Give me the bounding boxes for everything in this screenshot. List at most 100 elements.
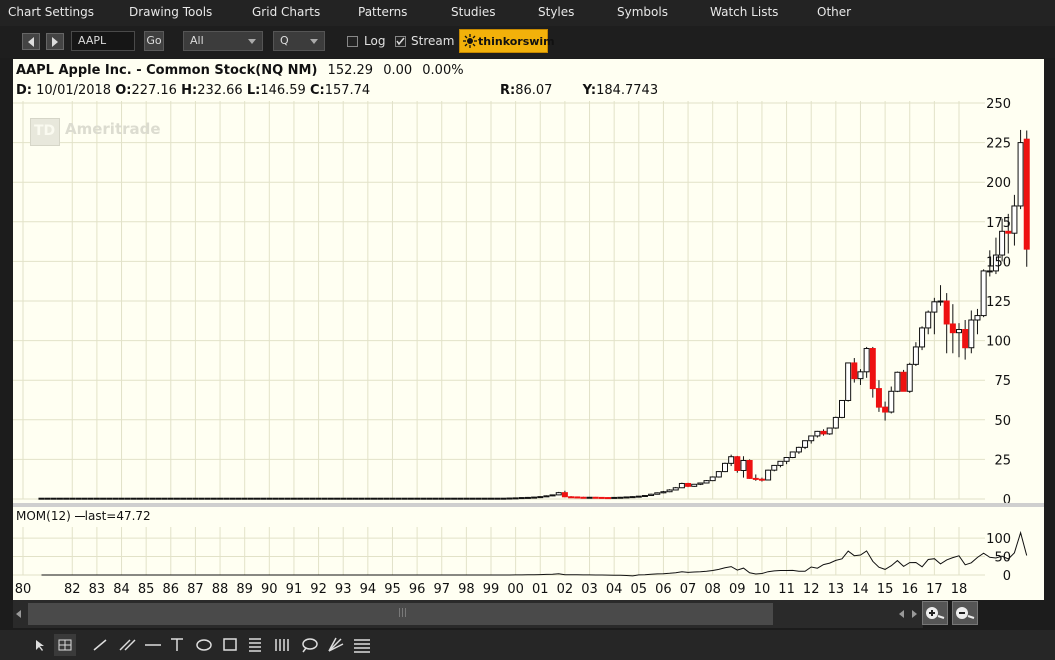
mom-line bbox=[41, 530, 1028, 577]
thinkorswim-logo[interactable]: thinkorswim bbox=[459, 29, 555, 53]
candle bbox=[685, 482, 692, 488]
scroll-thumb[interactable]: ||| bbox=[28, 603, 773, 625]
x-tick-label: 12 bbox=[803, 582, 820, 597]
candle bbox=[303, 497, 310, 500]
candle bbox=[845, 362, 852, 402]
candle bbox=[617, 496, 624, 499]
cursor-tool[interactable] bbox=[30, 634, 50, 656]
x-tick-label: 97 bbox=[433, 582, 450, 597]
forward-button[interactable] bbox=[46, 33, 64, 50]
menu-watch-lists[interactable]: Watch Lists bbox=[710, 5, 779, 19]
symbol-input[interactable]: AAPL bbox=[71, 31, 135, 51]
candle bbox=[217, 497, 224, 500]
crosshair-tool[interactable] bbox=[54, 634, 76, 656]
candle bbox=[586, 496, 593, 499]
y-tick-label: 50 bbox=[994, 414, 1011, 429]
x-tick-label: 85 bbox=[138, 582, 155, 597]
scroll-next-icon[interactable] bbox=[910, 608, 918, 622]
candle bbox=[38, 497, 45, 500]
menu-chart-settings[interactable]: Chart Settings bbox=[8, 5, 95, 19]
candle bbox=[469, 497, 476, 500]
scroll-left-icon[interactable] bbox=[15, 608, 23, 622]
zoom-out-button[interactable] bbox=[952, 601, 978, 625]
candle bbox=[660, 490, 667, 494]
gann-icon[interactable] bbox=[275, 639, 289, 651]
menu-patterns[interactable]: Patterns bbox=[358, 5, 408, 19]
candle bbox=[297, 497, 304, 500]
go-button[interactable]: Go bbox=[144, 31, 164, 51]
text-tool-icon[interactable] bbox=[171, 638, 183, 651]
fibonacci-icon[interactable] bbox=[249, 638, 261, 652]
parallel-lines-icon[interactable] bbox=[119, 639, 136, 651]
ellipse-icon[interactable] bbox=[196, 639, 212, 651]
x-tick-label: 15 bbox=[877, 582, 894, 597]
fan-icon[interactable] bbox=[328, 637, 344, 652]
candle bbox=[192, 497, 199, 500]
rectangle-icon[interactable] bbox=[223, 638, 237, 651]
r-value: 86.07 bbox=[515, 83, 553, 98]
candle bbox=[875, 380, 882, 412]
x-tick-label: 08 bbox=[704, 582, 721, 597]
x-tick-label: 11 bbox=[778, 582, 795, 597]
drawing-tools-strip bbox=[93, 637, 370, 653]
y-label: Y: bbox=[582, 83, 597, 98]
zoom-in-button[interactable] bbox=[922, 601, 948, 625]
candle bbox=[106, 497, 113, 500]
trendline-icon[interactable] bbox=[93, 639, 107, 651]
log-checkbox[interactable] bbox=[347, 36, 358, 47]
price-note-icon[interactable] bbox=[302, 638, 318, 653]
menu-studies[interactable]: Studies bbox=[451, 5, 496, 19]
x-tick-label: 96 bbox=[409, 582, 426, 597]
menu-drawing-tools[interactable]: Drawing Tools bbox=[129, 5, 213, 19]
candle bbox=[75, 497, 82, 500]
tos-sun-icon bbox=[463, 34, 477, 48]
pct-change: 0.00% bbox=[422, 63, 464, 78]
candle bbox=[124, 497, 131, 500]
x-tick-label: 10 bbox=[754, 582, 771, 597]
aggregation-select[interactable]: Q bbox=[273, 31, 325, 51]
close-value: 157.74 bbox=[324, 83, 371, 98]
candle bbox=[543, 495, 550, 498]
menu-grid-charts[interactable]: Grid Charts bbox=[252, 5, 321, 19]
candle bbox=[1017, 129, 1024, 210]
candle bbox=[518, 497, 525, 500]
arrow-left-icon bbox=[28, 37, 34, 47]
menu-other[interactable]: Other bbox=[817, 5, 852, 19]
high-value: 232.66 bbox=[197, 83, 243, 98]
mom-legend-swatch bbox=[74, 516, 85, 517]
range-select[interactable]: All bbox=[183, 31, 263, 51]
candle bbox=[592, 496, 599, 499]
candle bbox=[574, 496, 581, 499]
grip-icon: ||| bbox=[398, 608, 408, 618]
menu-styles[interactable]: Styles bbox=[538, 5, 575, 19]
candle bbox=[968, 310, 975, 354]
candle bbox=[340, 497, 347, 500]
chart-area[interactable] bbox=[13, 59, 1044, 600]
td-logo-icon: TD bbox=[30, 118, 60, 146]
y-tick-label: 175 bbox=[986, 216, 1011, 231]
candle bbox=[438, 497, 445, 500]
candle bbox=[765, 469, 772, 481]
menu-symbols[interactable]: Symbols bbox=[617, 5, 668, 19]
back-button[interactable] bbox=[22, 33, 40, 50]
x-tick-label: 86 bbox=[163, 582, 180, 597]
study-lines-icon[interactable] bbox=[354, 639, 370, 653]
candle bbox=[678, 482, 685, 489]
pane-separator[interactable] bbox=[13, 503, 1044, 507]
stream-checkbox[interactable] bbox=[395, 36, 406, 47]
range-select-value: All bbox=[190, 34, 204, 47]
candle bbox=[463, 497, 470, 500]
candle bbox=[962, 320, 969, 360]
x-tick-label: 01 bbox=[532, 582, 549, 597]
candle bbox=[746, 459, 753, 479]
zoom-in-icon bbox=[926, 607, 945, 619]
candle bbox=[888, 386, 895, 414]
candle bbox=[789, 451, 796, 459]
scroll-prev-icon[interactable] bbox=[898, 608, 906, 622]
x-tick-label: 02 bbox=[557, 582, 574, 597]
x-tick-label: 00 bbox=[507, 582, 524, 597]
candle bbox=[377, 497, 384, 500]
x-tick-label: 95 bbox=[384, 582, 401, 597]
y-tick-label: 150 bbox=[986, 255, 1011, 270]
